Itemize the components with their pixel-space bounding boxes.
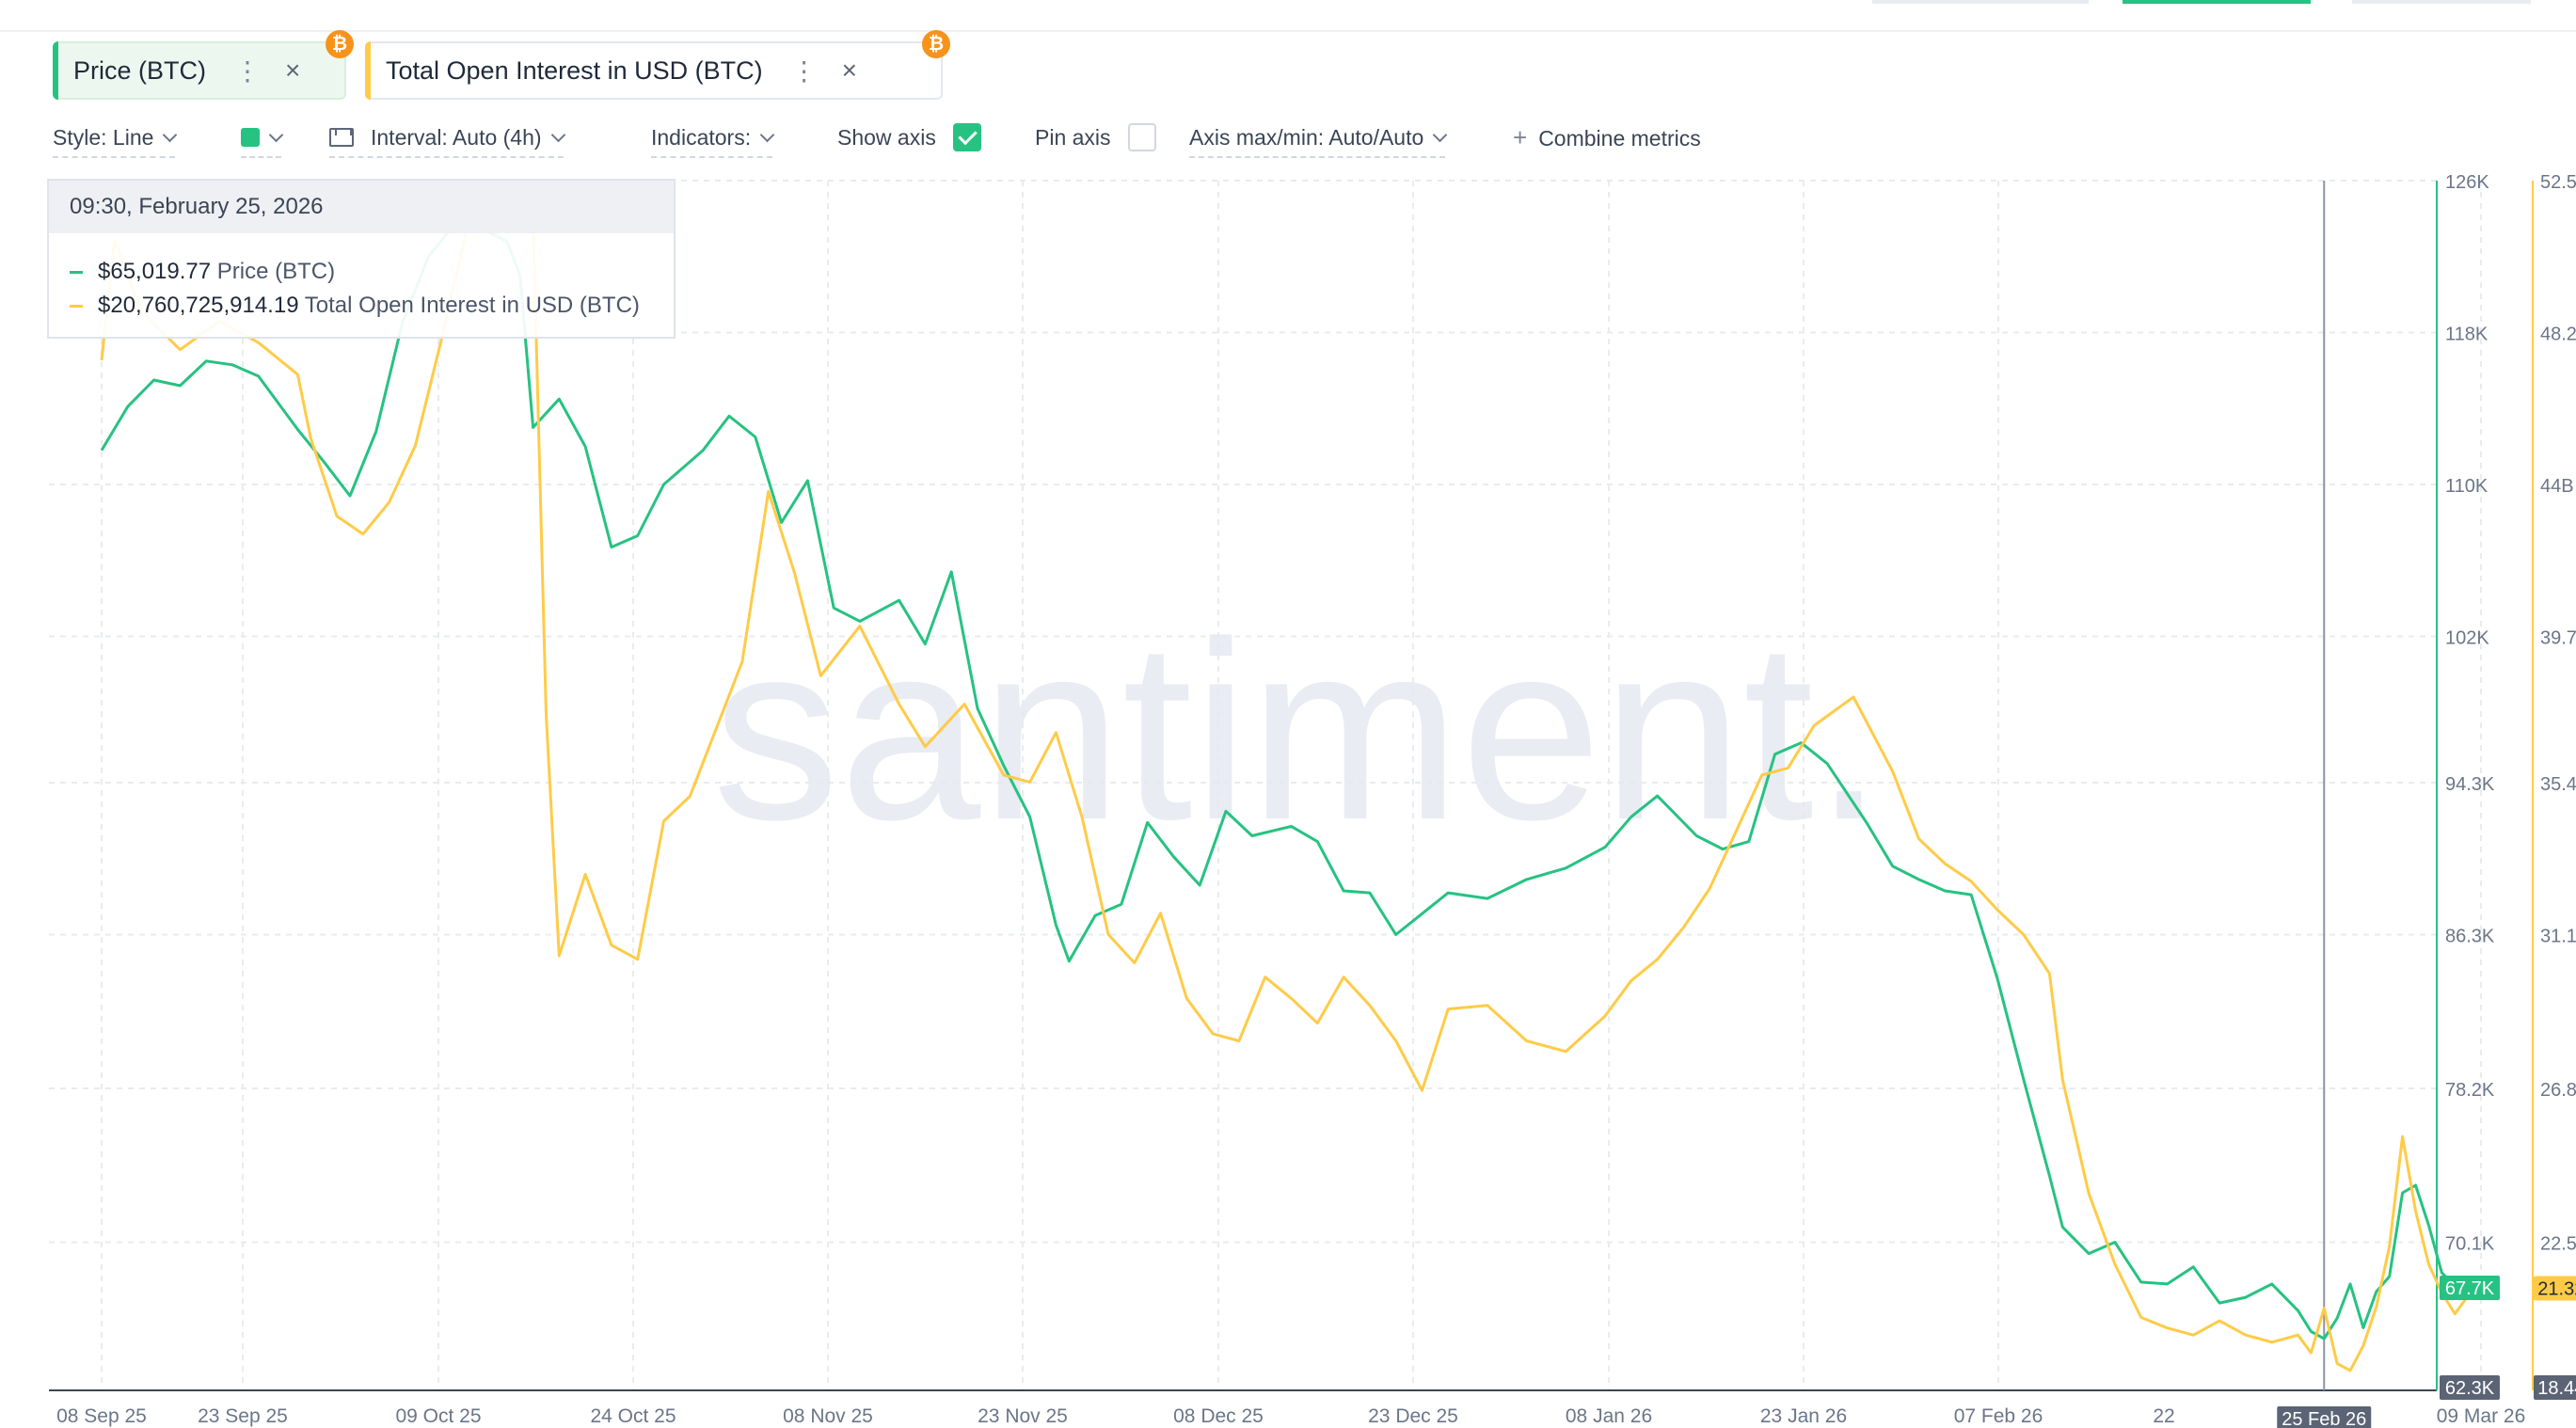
combine-metrics-label: Combine metrics (1538, 126, 1701, 151)
y-left-min-badge-text: 62.3K (2445, 1378, 2495, 1399)
show-axis-toggle[interactable]: Show axis (837, 120, 981, 156)
indicators-dropdown[interactable]: Indicators: (651, 120, 775, 158)
pin-axis-label: Pin axis (1035, 125, 1111, 150)
tooltip-row-open-interest: $20,760,725,914.19 Total Open Interest i… (70, 292, 640, 320)
y-right-tick-label: 26.85B (2540, 1080, 2576, 1101)
y-left-tick-label: 118K (2445, 325, 2489, 345)
header-tab-stub-active[interactable] (2123, 0, 2311, 4)
y-left-min-badge: 62.3K (2440, 1375, 2500, 1400)
indicators-label: Indicators: (651, 125, 752, 150)
more-options-icon[interactable]: ⋮ (790, 56, 818, 86)
tooltip-row-price: $65,019.77 Price (BTC) (70, 258, 335, 286)
x-tick-label: 08 Dec 25 (1173, 1405, 1264, 1427)
metric-label: Total Open Interest in USD (BTC) (386, 56, 763, 85)
axis-range-label: Axis max/min: Auto/Auto (1189, 125, 1424, 150)
tooltip-value: $20,760,725,914.19 (98, 293, 299, 318)
x-tick-label: 08 Sep 25 (56, 1405, 147, 1427)
y-left-tick-label: 102K (2445, 628, 2489, 649)
style-label: Style: Line (53, 125, 154, 150)
tooltip-series-name: Price (BTC) (216, 259, 336, 284)
close-icon[interactable]: × (285, 56, 301, 85)
tooltip-date: 09:30, February 25, 2026 (49, 181, 674, 233)
x-tick-label: 23 Dec 25 (1368, 1405, 1458, 1427)
metric-label: Price (BTC) (73, 56, 206, 85)
top-header-strip (0, 0, 2576, 32)
series-marker (70, 305, 83, 309)
x-tick-label: 22 (2153, 1405, 2174, 1427)
x-tick-label: 24 Oct 25 (590, 1405, 676, 1427)
more-options-icon[interactable]: ⋮ (234, 56, 261, 86)
y-left-tick-label: 78.2K (2445, 1080, 2495, 1101)
metric-color-bar (365, 41, 371, 100)
pin-axis-checkbox[interactable] (1127, 122, 1156, 151)
current-oi-badge: 21.32B (2534, 1276, 2576, 1301)
chart-labels: 08 Sep 25 23 Sep 25 09 Oct 25 24 Oct 25 08 N… (56, 172, 2576, 1428)
chart-grid (49, 180, 2482, 1390)
x-tick-label: 09 Oct 25 (395, 1405, 481, 1427)
x-tick-label: 23 Jan 26 (1760, 1405, 1847, 1427)
y-right-tick-label: 22.56B (2540, 1234, 2576, 1255)
y-right-min-badge: 18.44B (2534, 1375, 2576, 1400)
current-price-badge-text: 67.7K (2445, 1278, 2495, 1299)
show-axis-checkbox[interactable] (952, 122, 981, 151)
y-right-tick-label: 35.42B (2540, 774, 2576, 795)
header-tab-stub[interactable] (2352, 0, 2531, 4)
x-tick-label: 09 Mar 26 (2437, 1405, 2526, 1427)
y-left-tick-label: 94.3K (2445, 774, 2495, 795)
metric-chip-price[interactable]: Price (BTC) ⋮ × ₿ (53, 30, 354, 100)
y-right-tick-label: 44B (2540, 476, 2574, 497)
chart-axes (49, 181, 2534, 1391)
combine-metrics-button[interactable]: + Combine metrics (1513, 120, 1701, 156)
y-right-tick-label: 48.29B (2540, 325, 2576, 345)
tooltip-series-name: Total Open Interest in USD (BTC) (304, 293, 640, 318)
axis-range-dropdown[interactable]: Axis max/min: Auto/Auto (1189, 120, 1448, 158)
x-tick-label: 23 Nov 25 (978, 1405, 1068, 1427)
current-price-badge: 67.7K (2440, 1275, 2500, 1300)
calendar-icon (329, 127, 354, 147)
y-left-tick-label: 70.1K (2445, 1234, 2495, 1255)
y-right-min-badge-text: 18.44B (2537, 1378, 2576, 1399)
color-swatch (241, 127, 260, 147)
x-tick-label: 08 Jan 26 (1566, 1405, 1652, 1427)
metric-chip-open-interest[interactable]: Total Open Interest in USD (BTC) ⋮ × ₿ (365, 30, 950, 100)
plus-icon: + (1513, 123, 1528, 151)
crosshair-date-badge: 25 Feb 26 (2277, 1406, 2372, 1428)
x-tick-label: 23 Sep 25 (198, 1405, 288, 1427)
y-left-tick-label: 126K (2445, 172, 2489, 193)
crosshair-date-badge-bg (2277, 1406, 2372, 1428)
santiment-watermark: santiment. (712, 590, 1884, 873)
interval-label: Interval: Auto (4h) (371, 125, 542, 150)
y-left-tick-label: 86.3K (2445, 926, 2495, 946)
x-tick-label: 07 Feb 26 (1954, 1405, 2043, 1427)
series-marker (70, 271, 83, 275)
bitcoin-icon: ₿ (326, 30, 354, 58)
y-left-min-badge-bg (2440, 1375, 2500, 1400)
y-left-tick-label: 110K (2445, 476, 2489, 497)
style-dropdown[interactable]: Style: Line (53, 120, 178, 158)
current-oi-badge-bg (2534, 1276, 2576, 1301)
metric-color-bar (53, 41, 58, 100)
crosshair-date-badge-text: 25 Feb 26 (2282, 1409, 2366, 1428)
close-icon[interactable]: × (841, 56, 857, 85)
color-picker[interactable] (241, 120, 284, 158)
y-right-tick-label: 39.71B (2540, 628, 2576, 649)
tooltip-value: $65,019.77 (98, 259, 212, 284)
show-axis-label: Show axis (837, 125, 936, 150)
current-oi-badge-text: 21.32B (2537, 1278, 2576, 1299)
y-right-min-badge-bg (2534, 1375, 2576, 1400)
current-price-badge-bg (2440, 1275, 2500, 1300)
y-right-tick-label: 52.57B (2540, 172, 2576, 193)
y-right-tick-label: 31.14B (2540, 926, 2576, 946)
header-tab-stub[interactable] (1872, 0, 2089, 4)
pin-axis-toggle[interactable]: Pin axis (1035, 120, 1156, 156)
x-tick-label: 08 Nov 25 (783, 1405, 873, 1427)
bitcoin-icon: ₿ (922, 30, 950, 58)
chart-tooltip: 09:30, February 25, 2026 $65,019.77 Pric… (47, 179, 676, 339)
interval-dropdown[interactable]: Interval: Auto (4h) (329, 120, 565, 158)
